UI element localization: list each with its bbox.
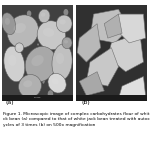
Polygon shape [118, 76, 146, 99]
Bar [76, 95, 147, 100]
Text: (b): (b) [81, 100, 90, 105]
Bar [2, 95, 73, 100]
Circle shape [48, 90, 53, 98]
Circle shape [33, 26, 35, 29]
Ellipse shape [62, 37, 72, 49]
Text: ━━━━━: ━━━━━ [34, 97, 40, 98]
Ellipse shape [56, 53, 64, 64]
Polygon shape [108, 33, 143, 72]
Ellipse shape [52, 78, 59, 84]
Ellipse shape [43, 28, 54, 37]
Circle shape [7, 18, 11, 24]
Ellipse shape [56, 15, 72, 32]
Polygon shape [104, 14, 122, 38]
Circle shape [6, 15, 9, 19]
Circle shape [31, 68, 35, 73]
Circle shape [27, 11, 31, 17]
Polygon shape [79, 72, 104, 96]
Ellipse shape [2, 13, 16, 34]
Ellipse shape [15, 43, 24, 52]
Text: Figure 1. Microscopic image of complex carbohydrates flour of white ja
ck bean (: Figure 1. Microscopic image of complex c… [3, 112, 150, 127]
Ellipse shape [8, 55, 16, 66]
Circle shape [22, 84, 27, 90]
Circle shape [42, 81, 45, 84]
Text: (a): (a) [6, 100, 15, 105]
Circle shape [32, 83, 35, 88]
Ellipse shape [31, 55, 44, 66]
Ellipse shape [7, 15, 38, 48]
Ellipse shape [64, 40, 68, 44]
Circle shape [15, 67, 19, 72]
Ellipse shape [19, 75, 41, 98]
Ellipse shape [41, 13, 45, 17]
Ellipse shape [17, 45, 20, 48]
Polygon shape [115, 14, 146, 43]
Polygon shape [77, 24, 101, 62]
Ellipse shape [60, 19, 66, 25]
Ellipse shape [23, 80, 32, 87]
Circle shape [63, 9, 68, 16]
Ellipse shape [39, 9, 50, 23]
Circle shape [12, 68, 15, 72]
Ellipse shape [4, 46, 25, 82]
Circle shape [43, 80, 45, 82]
Ellipse shape [25, 46, 56, 82]
Polygon shape [86, 48, 118, 86]
Ellipse shape [14, 23, 26, 33]
Circle shape [37, 43, 39, 46]
Ellipse shape [52, 44, 72, 80]
Ellipse shape [48, 73, 66, 93]
Polygon shape [90, 9, 129, 43]
Ellipse shape [5, 18, 10, 25]
Circle shape [57, 76, 60, 79]
Ellipse shape [37, 21, 66, 50]
